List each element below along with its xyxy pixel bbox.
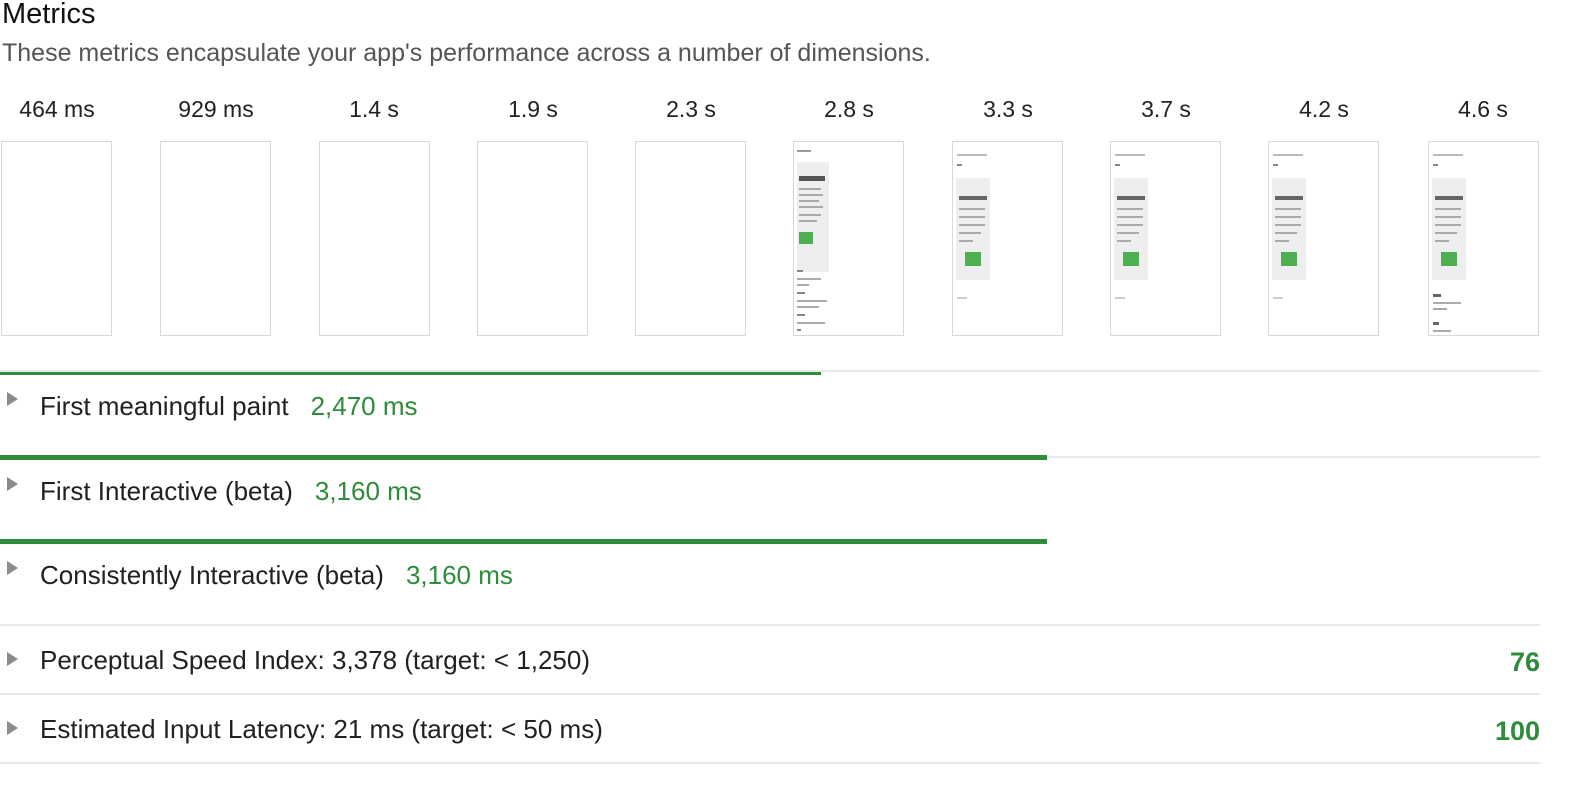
filmstrip-time-label: 4.2 s (1299, 96, 1349, 122)
metric-label: Consistently Interactive (beta) (40, 560, 384, 590)
filmstrip-time-label: 1.9 s (508, 96, 558, 122)
triangle-right-icon[interactable] (7, 721, 18, 735)
metric-bar (0, 539, 1047, 544)
metric-consistently-interactive[interactable]: Consistently Interactive (beta) 3,160 ms (0, 539, 1540, 626)
filmstrip (0, 141, 1589, 339)
filmstrip-time-label: 2.3 s (666, 96, 716, 122)
metric-value: 3,160 ms (314, 476, 422, 506)
metric-score: 76 (1509, 647, 1540, 677)
metric-label-row: Consistently Interactive (beta) 3,160 ms (40, 557, 513, 593)
filmstrip-frame-blank (319, 141, 430, 336)
metric-bar (0, 370, 821, 375)
metric-label: Perceptual Speed Index: 3,378 (target: <… (40, 645, 590, 675)
filmstrip-frame-page-thumbnail (1268, 141, 1379, 336)
filmstrip-time-label: 4.6 s (1458, 96, 1508, 122)
triangle-right-icon[interactable] (7, 477, 18, 491)
filmstrip-time-label: 464 ms (19, 96, 95, 122)
triangle-right-icon[interactable] (7, 652, 18, 666)
filmstrip-time-labels: 464 ms 929 ms 1.4 s 1.9 s 2.3 s 2.8 s 3.… (0, 92, 1589, 126)
section-title: Metrics (2, 0, 96, 30)
filmstrip-frame-page-thumbnail (1110, 141, 1221, 336)
metric-first-meaningful-paint[interactable]: First meaningful paint 2,470 ms (0, 370, 1540, 458)
metric-value: 2,470 ms (310, 391, 418, 421)
filmstrip-frame-page-thumbnail (1428, 141, 1539, 336)
filmstrip-frame-blank (477, 141, 588, 336)
metric-bar (0, 455, 1047, 460)
filmstrip-time-label: 2.8 s (824, 96, 874, 122)
triangle-right-icon[interactable] (7, 392, 18, 406)
filmstrip-time-label: 3.7 s (1141, 96, 1191, 122)
filmstrip-frame-blank (635, 141, 746, 336)
metric-estimated-input-latency[interactable]: Estimated Input Latency: 21 ms (target: … (0, 695, 1540, 764)
filmstrip-frame-blank (1, 141, 112, 336)
metric-label-row: First meaningful paint 2,470 ms (40, 388, 418, 424)
metric-label-row: First Interactive (beta) 3,160 ms (40, 473, 422, 509)
section-subtitle: These metrics encapsulate your app's per… (2, 39, 931, 67)
metric-first-interactive[interactable]: First Interactive (beta) 3,160 ms (0, 455, 1540, 540)
divider (0, 370, 1540, 372)
metric-value: 3,160 ms (405, 560, 513, 590)
triangle-right-icon[interactable] (7, 561, 18, 575)
metric-perceptual-speed-index[interactable]: Perceptual Speed Index: 3,378 (target: <… (0, 626, 1540, 695)
metric-label: First Interactive (beta) (40, 476, 293, 506)
filmstrip-time-label: 3.3 s (983, 96, 1033, 122)
filmstrip-time-label: 929 ms (178, 96, 254, 122)
filmstrip-frame-blank (160, 141, 271, 336)
metric-label: Estimated Input Latency: 21 ms (target: … (40, 714, 603, 744)
filmstrip-frame-page-thumbnail (952, 141, 1063, 336)
filmstrip-frame-page-thumbnail (793, 141, 904, 336)
metric-label: First meaningful paint (40, 391, 289, 421)
filmstrip-time-label: 1.4 s (349, 96, 399, 122)
metric-score: 100 (1494, 716, 1540, 746)
